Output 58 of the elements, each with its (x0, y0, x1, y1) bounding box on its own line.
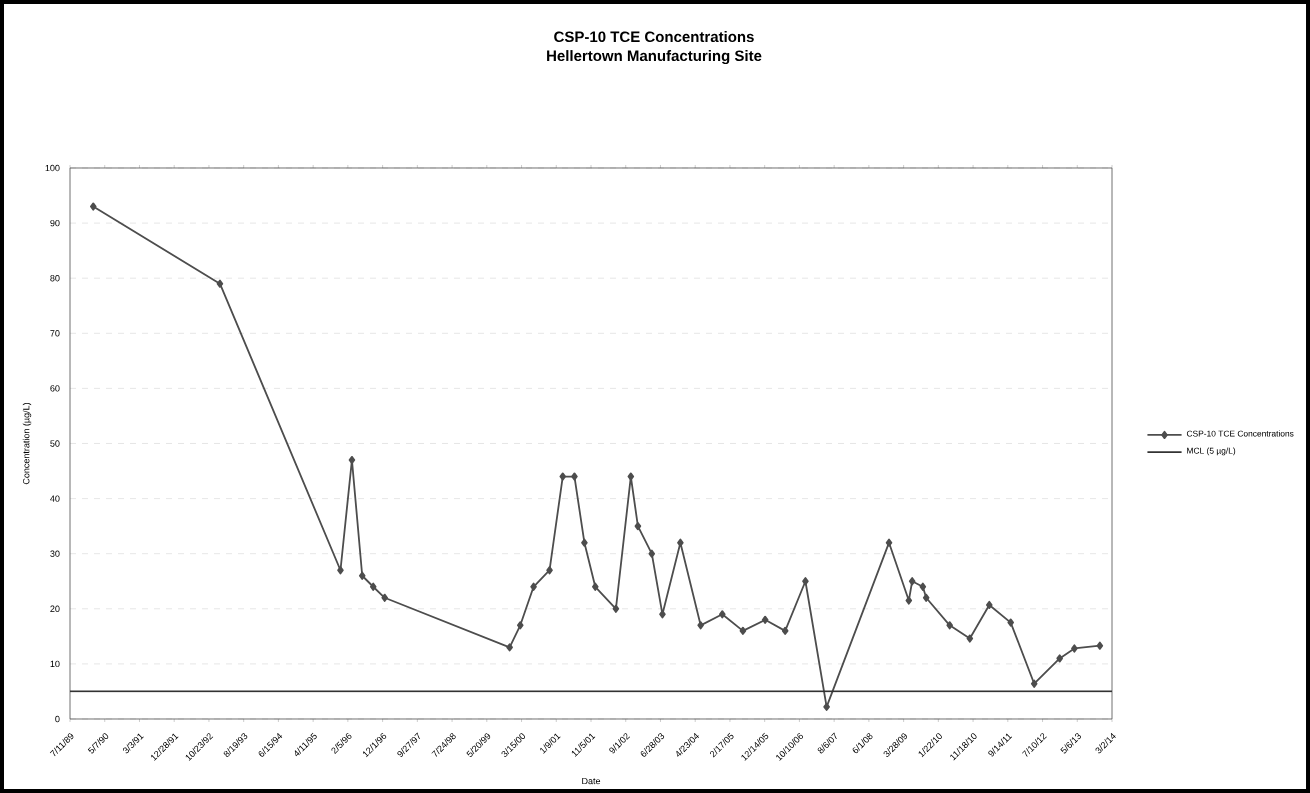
y-tick-label: 90 (50, 219, 60, 227)
y-axis-title: Concentration (µg/L) (22, 402, 32, 485)
legend-label: MCL (5 µg/L) (1187, 447, 1236, 456)
y-tick-label: 30 (50, 550, 60, 557)
point (381, 593, 388, 602)
point (591, 582, 599, 591)
y-tick-label: 40 (50, 495, 60, 502)
point (546, 566, 553, 575)
point (358, 571, 366, 580)
point (1071, 644, 1078, 653)
y-tick-label: 50 (50, 440, 60, 447)
y-tick-label: 10 (50, 660, 60, 668)
point (516, 621, 524, 630)
point (1056, 654, 1063, 663)
point (337, 566, 344, 575)
point (922, 593, 930, 602)
point (905, 596, 913, 605)
point (823, 702, 830, 711)
point (530, 582, 537, 591)
point (659, 610, 666, 619)
point (885, 538, 893, 547)
point (761, 615, 769, 624)
point (571, 472, 578, 481)
point (89, 202, 97, 211)
point (1030, 679, 1038, 688)
point (634, 522, 642, 531)
point (1096, 641, 1104, 650)
point (612, 604, 620, 613)
point (739, 626, 747, 635)
point (966, 634, 974, 643)
chart-title: CSP-10 TCE Concentrations (554, 31, 754, 43)
y-tick-label: 100 (45, 164, 60, 172)
x-axis-title: Date (582, 777, 601, 785)
point (919, 582, 927, 591)
point (348, 455, 356, 465)
point (506, 643, 513, 652)
chart-subtitle: Hellertown Manufacturing Site (547, 50, 762, 65)
point (802, 577, 809, 586)
y-tick-label: 20 (50, 605, 60, 612)
point (946, 621, 953, 630)
y-tick-label: 0 (55, 715, 60, 723)
y-tick-label: 60 (50, 385, 60, 392)
legend-label: CSP-10 TCE Concentrations (1186, 430, 1294, 437)
y-tick-label: 80 (50, 275, 60, 282)
point (697, 621, 704, 630)
point (648, 549, 656, 558)
y-tick-label: 70 (50, 330, 60, 337)
point (216, 279, 224, 288)
point (719, 610, 726, 619)
point (1007, 618, 1015, 627)
point (559, 472, 567, 481)
point (581, 538, 588, 547)
point (908, 577, 916, 586)
point (781, 626, 789, 635)
point (985, 600, 993, 610)
point (369, 582, 377, 591)
point (627, 472, 635, 481)
point (677, 538, 684, 547)
